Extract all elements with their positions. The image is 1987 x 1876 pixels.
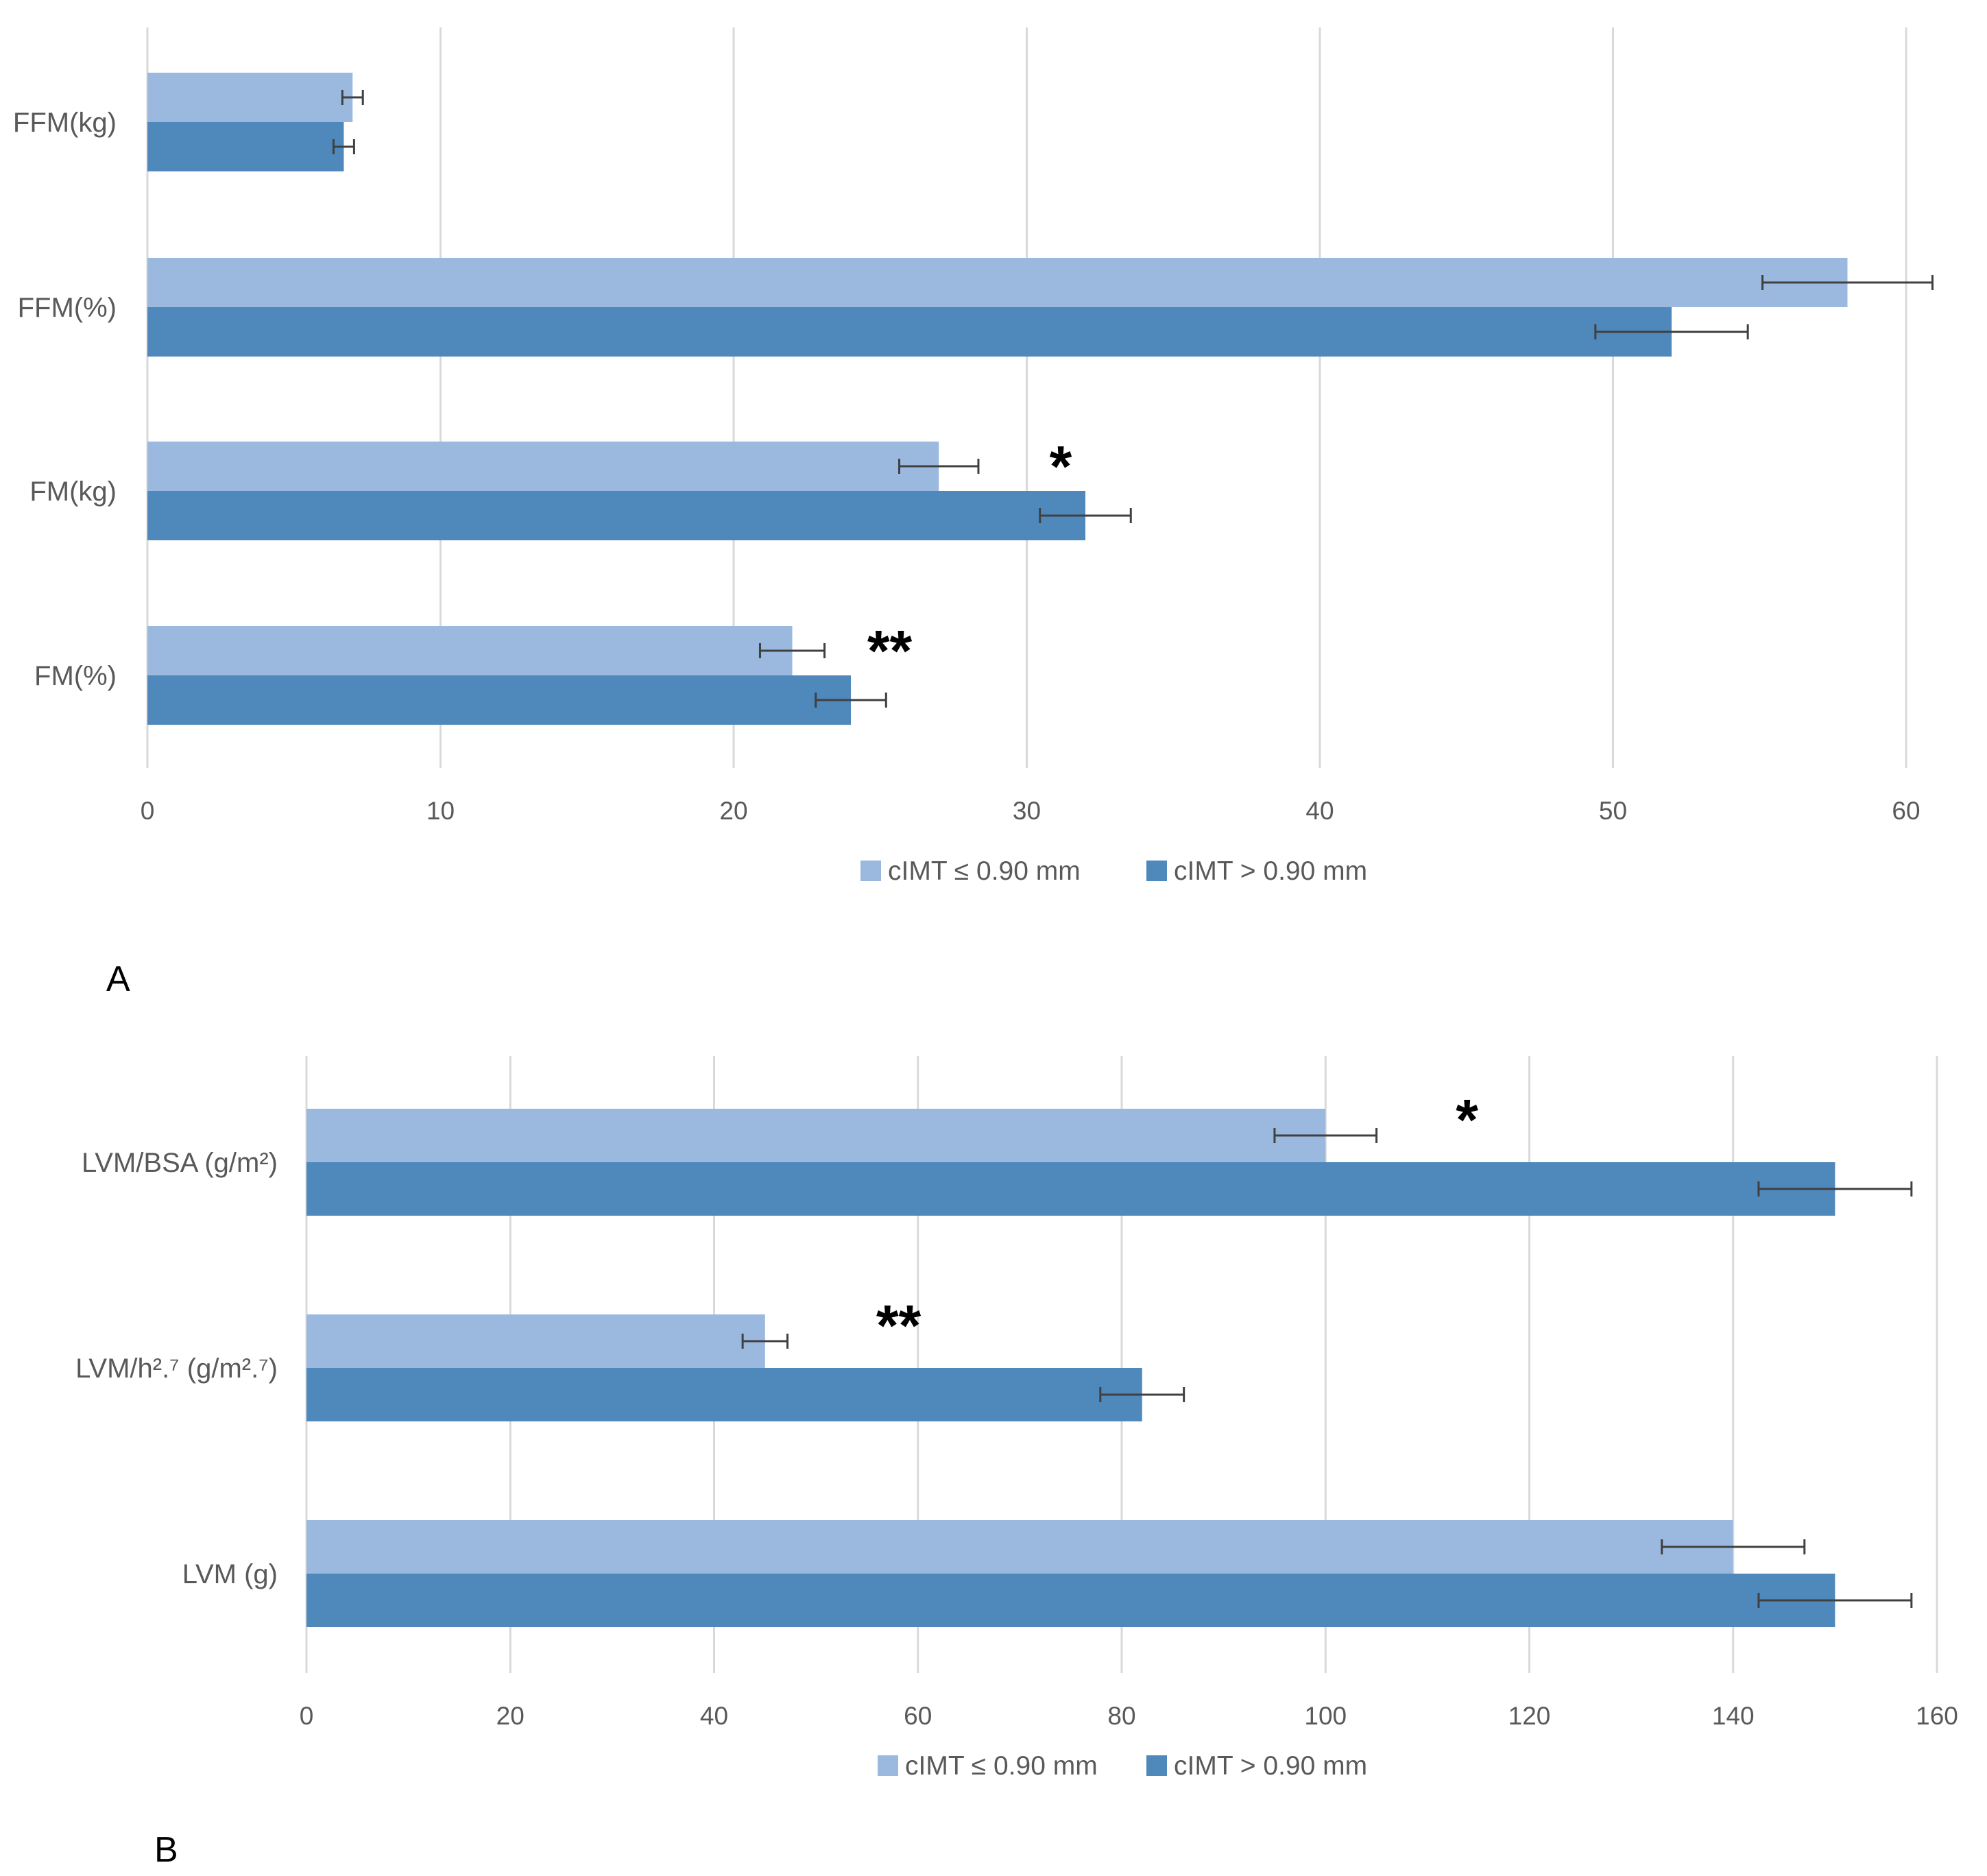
legend-label: cIMT > 0.90 mm — [1174, 856, 1367, 886]
panel-label: B — [154, 1830, 178, 1870]
x-tick-label: 60 — [1892, 797, 1920, 825]
x-tick-label: 100 — [1304, 1702, 1347, 1730]
x-tick-label: 0 — [141, 797, 155, 825]
bar-cimt-high — [147, 491, 1085, 540]
bar-cimt-low — [147, 258, 1848, 307]
legend-label: cIMT ≤ 0.90 mm — [905, 1751, 1098, 1781]
x-tick-label: 20 — [719, 797, 747, 825]
bar-cimt-high — [306, 1574, 1835, 1627]
x-tick-label: 50 — [1599, 797, 1627, 825]
bar-cimt-high — [147, 675, 851, 725]
bar-cimt-low — [306, 1314, 765, 1368]
x-tick-label: 60 — [904, 1702, 932, 1730]
bar-cimt-low — [147, 73, 353, 122]
category-label: LVM (g) — [182, 1559, 278, 1589]
x-tick-label: 40 — [700, 1702, 728, 1730]
bar-cimt-low — [147, 442, 939, 491]
category-label: FFM(kg) — [13, 108, 117, 138]
x-tick-label: 140 — [1712, 1702, 1755, 1730]
x-tick-label: 120 — [1508, 1702, 1551, 1730]
significance-marker: * — [1456, 1087, 1478, 1152]
legend-swatch-cimt-low — [878, 1755, 898, 1776]
significance-marker: * — [1050, 434, 1072, 498]
x-tick-label: 80 — [1107, 1702, 1135, 1730]
x-tick-label: 160 — [1916, 1702, 1958, 1730]
category-label: FFM(%) — [18, 293, 117, 323]
bar-cimt-high — [306, 1368, 1142, 1421]
x-tick-label: 0 — [300, 1702, 314, 1730]
x-tick-label: 10 — [426, 797, 455, 825]
chart-panel-B: 0 20 40 60 80 100 120 140 160 LVM/BSA (g/m²) LVM/h… — [75, 1056, 1958, 1870]
category-label: FM(%) — [34, 661, 117, 691]
category-label: LVM/BSA (g/m²) — [82, 1148, 278, 1178]
x-tick-label: 20 — [496, 1702, 525, 1730]
bar-cimt-low — [306, 1109, 1326, 1162]
significance-marker: ** — [876, 1293, 922, 1358]
panel-label: A — [106, 959, 130, 999]
legend-label: cIMT ≤ 0.90 mm — [888, 856, 1081, 886]
legend-swatch-cimt-high — [1146, 1755, 1167, 1776]
bar-cimt-high — [147, 122, 344, 171]
significance-marker: ** — [867, 618, 913, 683]
bar-cimt-high — [306, 1162, 1835, 1216]
bar-cimt-high — [147, 307, 1672, 357]
x-tick-label: 30 — [1013, 797, 1041, 825]
legend-swatch-cimt-high — [1146, 861, 1167, 881]
bar-cimt-low — [306, 1520, 1733, 1574]
chart-panel-A: 0 10 20 30 40 50 60FFM(kg)FFM(%)FM(kg)FM(%)***… — [13, 27, 1934, 999]
legend-swatch-cimt-low — [860, 861, 881, 881]
category-label: LVM/h².⁷ (g/m².⁷) — [75, 1354, 278, 1384]
category-label: FM(kg) — [29, 477, 117, 507]
x-tick-label: 40 — [1305, 797, 1334, 825]
legend-label: cIMT > 0.90 mm — [1174, 1751, 1367, 1781]
bar-cimt-low — [147, 626, 793, 675]
